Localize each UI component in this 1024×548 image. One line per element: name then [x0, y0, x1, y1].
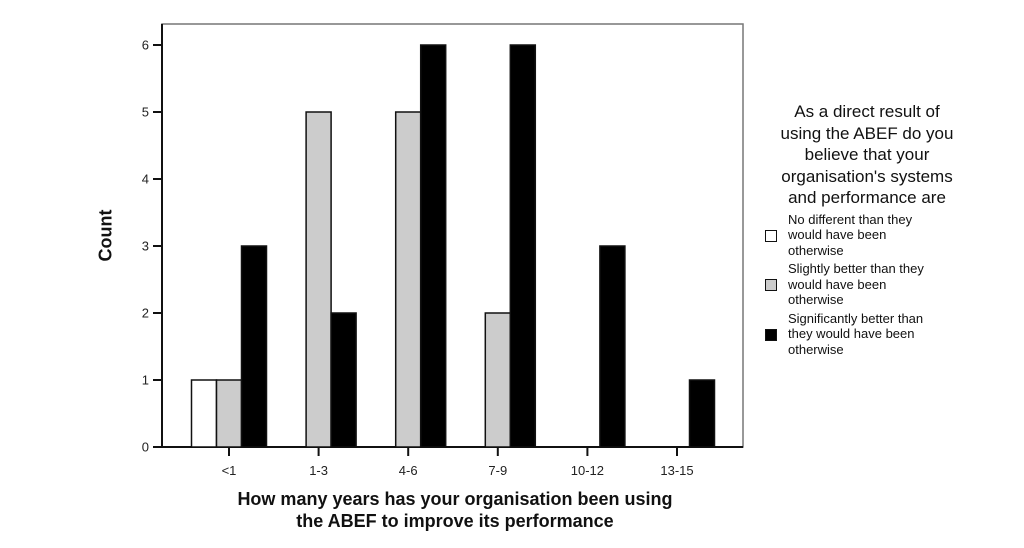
bars — [190, 44, 716, 448]
legend-title-line: using the ABEF do you — [780, 123, 954, 143]
y-tick-label: 4 — [142, 172, 149, 187]
y-tick-label: 0 — [142, 440, 149, 455]
x-axis-label-line-2: the ABEF to improve its performance — [296, 511, 614, 531]
legend-item-significantly-better: Significantly better than they would hav… — [756, 311, 978, 358]
y-tick-label: 3 — [142, 239, 149, 254]
legend-title: As a direct result of using the ABEF do … — [756, 101, 978, 209]
legend-title-line: believe that your — [804, 145, 930, 164]
y-tick-label: 5 — [142, 105, 149, 120]
legend-swatch-black — [765, 328, 777, 341]
bar — [394, 111, 422, 448]
x-tick-label: 4-6 — [399, 463, 418, 478]
legend-label: they would have been — [788, 326, 915, 341]
legend-label: Slightly better than they — [788, 261, 924, 276]
bar — [599, 245, 626, 448]
legend-label: Significantly better than — [788, 310, 924, 326]
y-tick-label: 2 — [142, 306, 149, 321]
legend-swatch-gray — [765, 279, 777, 291]
bar — [215, 379, 243, 448]
bar — [330, 312, 357, 448]
bar — [688, 379, 716, 448]
y-axis-label: Count — [95, 209, 116, 262]
legend-label: otherwise — [788, 341, 844, 357]
bar — [240, 245, 268, 448]
x-tick-label: 13-15 — [660, 463, 693, 478]
legend-title-line: organisation's systems — [781, 166, 953, 186]
legend-item-slightly-better: Slightly better than they would have bee… — [756, 261, 978, 308]
x-axis: <1 1-3 4-6 7-9 10-12 13-15 — [222, 447, 694, 478]
legend-label: No different than they — [788, 211, 913, 227]
x-axis-label: How many years has your organisation bee… — [170, 488, 740, 532]
x-axis-label-line-1: How many years has your organisation bee… — [237, 489, 673, 509]
legend-label: otherwise — [788, 292, 844, 307]
bar — [484, 312, 512, 448]
x-tick-label: 10-12 — [571, 463, 604, 478]
y-tick-label: 1 — [142, 373, 149, 388]
x-tick-label: 1-3 — [309, 463, 328, 478]
legend-item-no-different: No different than they would have been o… — [756, 212, 978, 259]
y-axis: 0 1 2 3 4 5 6 — [142, 38, 162, 455]
x-tick-label: 7-9 — [488, 463, 507, 478]
bar — [419, 44, 447, 448]
legend-title-line: As a direct result of — [794, 102, 940, 121]
legend-title-line: and performance are — [788, 188, 946, 207]
bar — [190, 379, 218, 448]
legend-label: would have been — [788, 227, 887, 242]
legend-swatch-white — [765, 229, 777, 242]
bar — [305, 111, 332, 448]
x-tick-label: <1 — [222, 463, 237, 478]
y-tick-label: 6 — [142, 38, 149, 53]
bar — [509, 44, 537, 448]
legend-label: otherwise — [788, 242, 844, 258]
legend-label: would have been — [788, 276, 887, 292]
legend: As a direct result of using the ABEF do … — [756, 101, 978, 357]
